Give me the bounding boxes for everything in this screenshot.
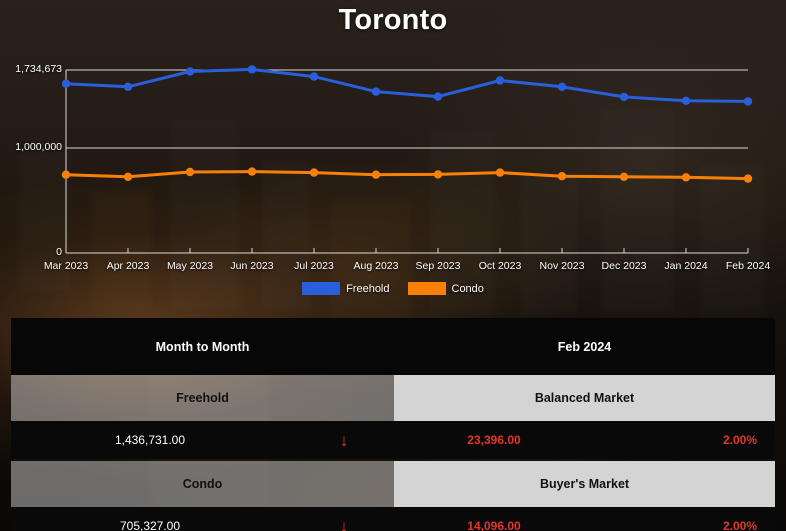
data-point[interactable] [371, 87, 381, 96]
page-title: Toronto [338, 4, 448, 36]
data-point[interactable] [743, 174, 753, 183]
data-point[interactable] [247, 65, 257, 74]
x-axis-tick-2: May 2023 [166, 260, 214, 272]
chart-legend: Freehold Condo [0, 282, 786, 295]
chart-x-tickmarks [65, 248, 749, 253]
legend-item-freehold[interactable]: Freehold [302, 282, 390, 295]
summary-table: Month to Month Feb 2024 Freehold Balance… [11, 318, 775, 531]
series-line-freehold [64, 67, 750, 103]
table-header-feb-2024: Feb 2024 [557, 339, 612, 354]
condo-change-pct: 2.00% [722, 519, 757, 531]
group-label-freehold: Freehold [11, 375, 394, 421]
data-point[interactable] [309, 168, 319, 177]
x-axis-tick-1: Apr 2023 [106, 260, 150, 272]
series-markers-freehold [61, 65, 753, 106]
data-point[interactable] [433, 92, 443, 101]
x-axis-tick-6: Sep 2023 [415, 260, 461, 272]
data-point[interactable] [495, 168, 505, 177]
line-chart[interactable]: 1,734,673 1,000,000 0 Mar 2023 Apr 2023 … [0, 0, 786, 318]
x-axis-tick-3: Jun 2023 [230, 260, 274, 272]
table-group-header-freehold[interactable]: Freehold Balanced Market [11, 375, 775, 421]
condo-value: 705,327.00 [119, 519, 181, 531]
condo-change-amount: 14,096.00 [467, 519, 521, 531]
legend-label-condo: Condo [451, 282, 484, 295]
data-point[interactable] [371, 170, 381, 179]
group-label-condo: Condo [11, 461, 394, 507]
chart-gridlines [66, 69, 748, 254]
data-point[interactable] [433, 170, 443, 179]
legend-swatch-condo [407, 282, 446, 295]
legend-swatch-freehold [302, 282, 341, 295]
y-axis-tick-0: 1,734,673 [15, 63, 62, 75]
group-market-balanced: Balanced Market [394, 375, 775, 421]
x-axis-tick-10: Jan 2024 [664, 260, 708, 272]
table-row-condo: 705,327.00 ↓ 14,096.00 2.00% [11, 507, 775, 531]
x-axis-tick-7: Oct 2023 [478, 260, 522, 272]
legend-label-freehold: Freehold [346, 282, 390, 295]
x-axis-tick-8: Nov 2023 [539, 260, 585, 272]
legend-item-condo[interactable]: Condo [407, 282, 484, 295]
data-point[interactable] [123, 82, 133, 92]
x-axis-tick-11: Feb 2024 [725, 260, 771, 272]
x-axis-tick-0: Mar 2023 [43, 260, 89, 272]
data-point[interactable] [247, 167, 257, 176]
data-point[interactable] [619, 92, 629, 102]
table-group-header-condo[interactable]: Condo Buyer's Market [11, 461, 775, 507]
data-point[interactable] [309, 72, 319, 81]
table-header-row: Month to Month Feb 2024 [11, 318, 775, 375]
data-point[interactable] [681, 96, 691, 106]
data-point[interactable] [557, 82, 567, 92]
x-axis-tick-4: Jul 2023 [294, 260, 334, 272]
x-axis-tick-5: Aug 2023 [353, 260, 399, 272]
y-axis-tick-1: 1,000,000 [15, 141, 62, 153]
freehold-change-amount: 23,396.00 [467, 433, 521, 447]
down-arrow-icon: ↓ [339, 516, 349, 531]
data-point[interactable] [185, 67, 195, 76]
data-point[interactable] [61, 79, 71, 88]
chart-plot-svg [61, 65, 753, 254]
data-point[interactable] [743, 97, 753, 106]
table-header-month-to-month: Month to Month [155, 339, 250, 354]
data-point[interactable] [185, 167, 195, 177]
y-axis-tick-2: 0 [56, 246, 62, 258]
table-row-freehold: 1,436,731.00 ↓ 23,396.00 2.00% [11, 421, 775, 459]
freehold-value: 1,436,731.00 [114, 433, 186, 447]
data-point[interactable] [123, 172, 133, 181]
data-point[interactable] [495, 76, 505, 85]
x-axis-tick-9: Dec 2023 [601, 260, 647, 272]
down-arrow-icon: ↓ [339, 430, 349, 450]
data-point[interactable] [557, 172, 567, 181]
freehold-change-pct: 2.00% [722, 433, 757, 447]
series-line-condo [64, 170, 750, 181]
group-market-buyers: Buyer's Market [394, 461, 775, 507]
data-point[interactable] [61, 170, 71, 179]
data-point[interactable] [681, 173, 691, 182]
series-markers-condo [61, 167, 753, 183]
data-point[interactable] [619, 172, 629, 181]
